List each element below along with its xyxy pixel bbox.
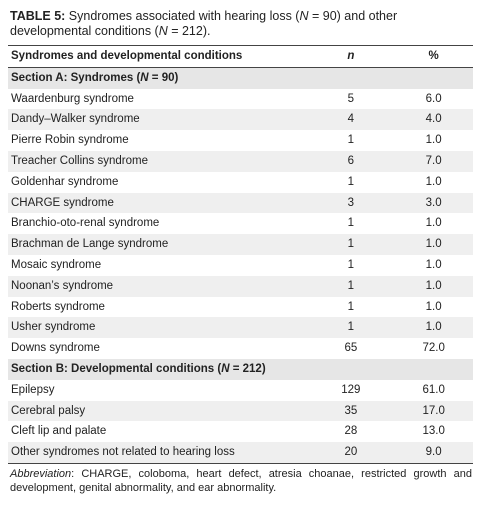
condition-name: Branchio-oto-renal syndrome <box>11 217 160 230</box>
table-row: Noonan’s syndrome 1 1.0 <box>8 275 473 297</box>
condition-name: Treacher Collins syndrome <box>8 150 271 172</box>
table-body: Section A: Syndromes (N = 90) Waardenburg… <box>8 67 473 464</box>
count: 129 <box>341 383 361 396</box>
percent: 1.0 <box>425 175 442 188</box>
condition-name: CHARGE syndrome <box>8 192 271 214</box>
percent: 17.0 <box>394 400 473 422</box>
condition-name: Cerebral palsy <box>8 400 271 422</box>
section-heading-part: Section A: Syndromes ( <box>11 71 141 84</box>
table-row: Waardenburg syndrome 5 6.0 <box>8 89 473 110</box>
condition-name: Dandy–Walker syndrome <box>8 109 271 131</box>
table-row: Brachman de Lange syndrome 1 1.0 <box>8 234 473 255</box>
percent: 1.0 <box>425 134 442 147</box>
count: 1 <box>347 134 355 147</box>
data-table: Syndromes and developmental conditions n%… <box>8 45 473 464</box>
section-heading-part: N <box>140 71 149 84</box>
title-part: N <box>299 9 309 23</box>
percent: 1.0 <box>425 217 442 230</box>
table-row: Epilepsy 129 61.0 <box>8 380 473 401</box>
column-header: Syndromes and developmental conditions <box>8 45 271 68</box>
header-row: Syndromes and developmental conditions n% <box>8 45 473 68</box>
count: 1 <box>270 275 395 297</box>
table-title: TABLE 5: Syndromes associated with heari… <box>10 9 475 39</box>
column-header: n <box>270 45 395 68</box>
percent: 1.0 <box>394 234 473 255</box>
title-part: N <box>158 24 168 38</box>
count: 5 <box>347 92 355 105</box>
table-row: Cerebral palsy 35 17.0 <box>8 400 473 422</box>
condition-name: Noonan’s syndrome <box>8 275 271 297</box>
section-heading: Section B: Developmental conditions (N =… <box>8 358 473 380</box>
count: 20 <box>270 442 395 464</box>
percent: 6.0 <box>425 92 442 105</box>
count: 1 <box>270 317 395 339</box>
table-row: Pierre Robin syndrome 1 1.0 <box>8 130 473 151</box>
percent: 61.0 <box>422 383 445 396</box>
percent: 1.0 <box>425 258 442 271</box>
table-row: CHARGE syndrome 3 3.0 <box>8 192 473 214</box>
condition-name: Other syndromes not related to hearing l… <box>8 442 271 464</box>
condition-name: Epilepsy <box>11 383 55 396</box>
section-row: Section A: Syndromes (N = 90) <box>8 67 473 89</box>
section-heading-part: N <box>221 362 230 375</box>
percent: 1.0 <box>425 300 442 313</box>
count: 4 <box>270 109 395 131</box>
footnote-label: Abbreviation <box>10 468 72 480</box>
count: 6 <box>270 150 395 172</box>
condition-name: Usher syndrome <box>8 317 271 339</box>
column-header: % <box>394 45 473 68</box>
title-part: = 212). <box>167 24 211 38</box>
table-row: Usher syndrome 1 1.0 <box>8 317 473 339</box>
table-row: Dandy–Walker syndrome 4 4.0 <box>8 109 473 131</box>
count: 65 <box>344 342 358 355</box>
condition-name: Brachman de Lange syndrome <box>8 234 271 255</box>
condition-name: Downs syndrome <box>11 342 100 355</box>
percent: 9.0 <box>394 442 473 464</box>
condition-name: Goldenhar syndrome <box>11 175 119 188</box>
count: 1 <box>347 175 355 188</box>
condition-name: Roberts syndrome <box>11 300 105 313</box>
condition-name: Mosaic syndrome <box>11 258 102 271</box>
title-label: TABLE 5: <box>10 9 66 23</box>
percent: 13.0 <box>422 425 445 438</box>
count: 35 <box>270 400 395 422</box>
section-heading-part: = 90) <box>148 71 179 84</box>
table-row: Goldenhar syndrome 1 1.0 <box>8 172 473 193</box>
condition-name: Pierre Robin syndrome <box>11 134 129 147</box>
table-row: Branchio-oto-renal syndrome 1 1.0 <box>8 213 473 234</box>
footnote-text: : CHARGE, coloboma, heart defect, atresi… <box>10 468 472 494</box>
count: 1 <box>270 234 395 255</box>
count: 28 <box>344 425 358 438</box>
section-heading-part: Section B: Developmental conditions ( <box>11 362 222 375</box>
percent: 1.0 <box>394 275 473 297</box>
table-row: Treacher Collins syndrome 6 7.0 <box>8 150 473 172</box>
percent: 1.0 <box>394 317 473 339</box>
table-row: Other syndromes not related to hearing l… <box>8 442 473 464</box>
count: 3 <box>270 192 395 214</box>
section-heading-part: = 212) <box>229 362 266 375</box>
footnote: Abbreviation: CHARGE, coloboma, heart de… <box>10 467 472 495</box>
section-row: Section B: Developmental conditions (N =… <box>8 358 473 380</box>
table-row: Roberts syndrome 1 1.0 <box>8 297 473 318</box>
percent: 7.0 <box>394 150 473 172</box>
title-part: Syndromes associated with hearing loss ( <box>65 9 300 23</box>
condition-name: Cleft lip and palate <box>11 425 107 438</box>
section-heading: Section A: Syndromes (N = 90) <box>8 67 473 89</box>
percent: 4.0 <box>394 109 473 131</box>
count: 1 <box>347 300 355 313</box>
condition-name: Waardenburg syndrome <box>11 92 134 105</box>
count: 1 <box>347 217 355 230</box>
title-part: = 90) and other developmental conditions… <box>10 9 398 38</box>
table-row: Mosaic syndrome 1 1.0 <box>8 255 473 276</box>
percent: 72.0 <box>422 342 445 355</box>
count: 1 <box>347 258 355 271</box>
table-row: Cleft lip and palate 28 13.0 <box>8 421 473 442</box>
table-row: Downs syndrome 65 72.0 <box>8 338 473 359</box>
percent: 3.0 <box>394 192 473 214</box>
